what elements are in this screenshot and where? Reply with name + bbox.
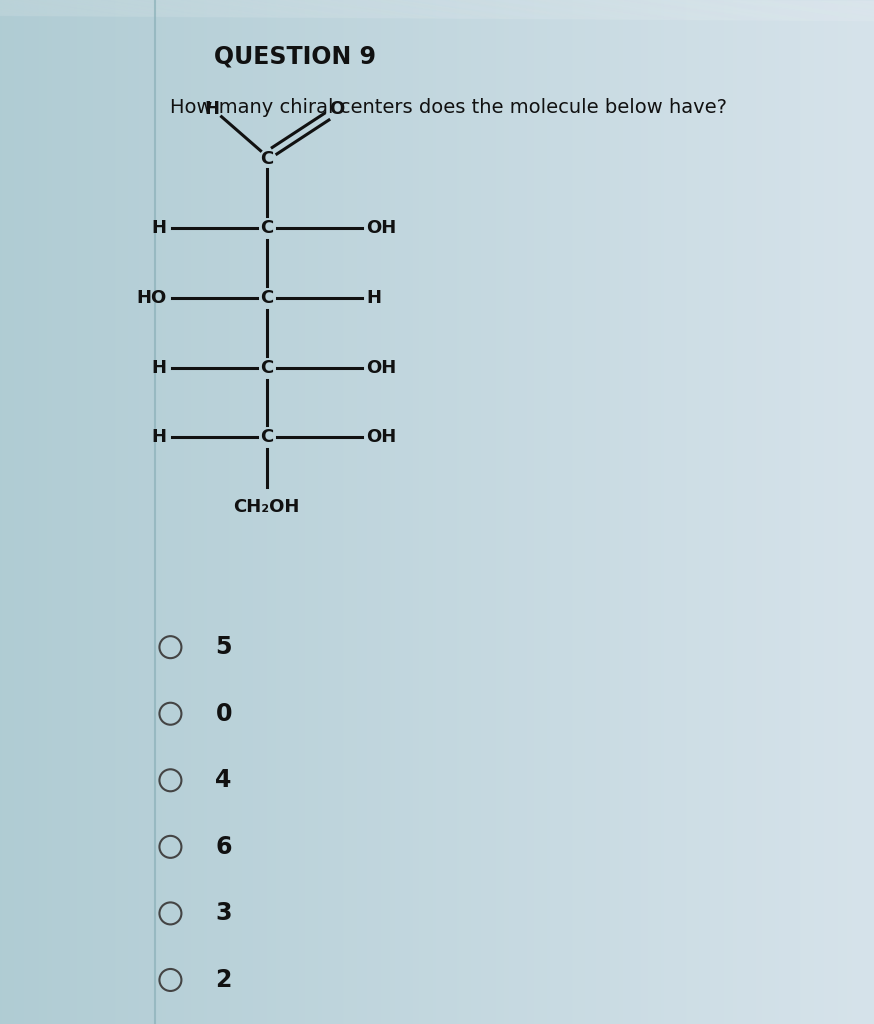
Text: 5: 5 [215,635,232,659]
Text: H: H [151,358,167,377]
Text: OH: OH [366,219,397,238]
Text: QUESTION 9: QUESTION 9 [214,44,376,69]
Text: H: H [366,289,382,307]
Text: OH: OH [366,428,397,446]
Text: H: H [151,428,167,446]
Text: H: H [204,99,219,118]
Text: C: C [260,428,274,446]
Text: 3: 3 [215,901,232,926]
Text: C: C [260,219,274,238]
Text: CH₂OH: CH₂OH [233,498,300,516]
Text: OH: OH [366,358,397,377]
Text: O: O [329,99,344,118]
Text: C: C [260,358,274,377]
Text: 2: 2 [215,968,232,992]
Text: 6: 6 [215,835,232,859]
Text: How many chiral centers does the molecule below have?: How many chiral centers does the molecul… [170,98,727,117]
Text: HO: HO [136,289,167,307]
Text: 4: 4 [215,768,232,793]
Text: H: H [151,219,167,238]
Text: C: C [260,150,274,168]
Text: C: C [260,289,274,307]
Text: 0: 0 [215,701,232,726]
